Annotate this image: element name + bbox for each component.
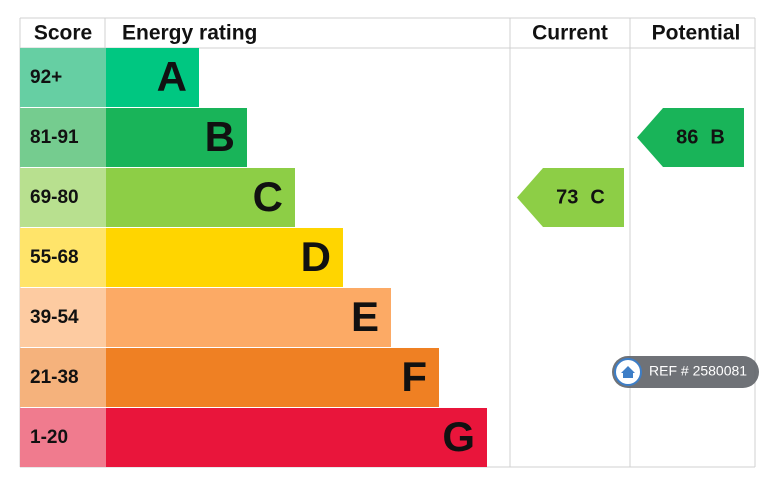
rating-letter: A xyxy=(157,53,187,100)
potential-value: 86 xyxy=(676,127,698,149)
current-value: 73 xyxy=(556,187,578,209)
rating-letter: B xyxy=(205,113,235,160)
score-label: 81-91 xyxy=(30,127,79,148)
header-potential: Potential xyxy=(652,22,741,45)
rating-bar xyxy=(106,48,199,107)
score-label: 39-54 xyxy=(30,307,79,328)
header: Score Energy rating Current Potential xyxy=(34,22,741,45)
score-cell xyxy=(20,228,106,287)
rating-letter: G xyxy=(442,413,475,460)
score-cell xyxy=(20,48,106,107)
header-score: Score xyxy=(34,22,92,45)
potential-arrow xyxy=(637,108,744,167)
score-label: 21-38 xyxy=(30,367,79,388)
score-cell xyxy=(20,348,106,407)
rating-letter: D xyxy=(301,233,331,280)
score-cell xyxy=(20,108,106,167)
header-current: Current xyxy=(532,22,608,45)
score-label: 92+ xyxy=(30,67,62,88)
rating-bar xyxy=(106,408,487,467)
rating-bar xyxy=(106,348,439,407)
score-cell xyxy=(20,168,106,227)
score-label: 69-80 xyxy=(30,187,79,208)
score-cell xyxy=(20,288,106,347)
score-label: 55-68 xyxy=(30,247,79,268)
badge-bg xyxy=(612,356,759,388)
rating-letter: C xyxy=(253,173,283,220)
rating-bar xyxy=(106,168,295,227)
badge-house xyxy=(621,366,635,378)
potential-label: 86 B xyxy=(676,127,725,149)
header-rating: Energy rating xyxy=(122,22,257,45)
rating-letter: F xyxy=(401,353,427,400)
score-label: 1-20 xyxy=(30,427,68,448)
reference-badge: REF # 2580081 xyxy=(612,356,759,388)
potential-letter: B xyxy=(710,127,724,149)
rating-bar xyxy=(106,228,343,287)
current-letter: C xyxy=(590,187,604,209)
current-arrow xyxy=(517,168,624,227)
rating-bar xyxy=(106,288,391,347)
rating-bar xyxy=(106,108,247,167)
score-cell xyxy=(20,408,106,467)
rating-letter: E xyxy=(351,293,379,340)
current-label: 73 C xyxy=(556,187,605,209)
reference-text: REF # 2580081 xyxy=(649,363,747,379)
